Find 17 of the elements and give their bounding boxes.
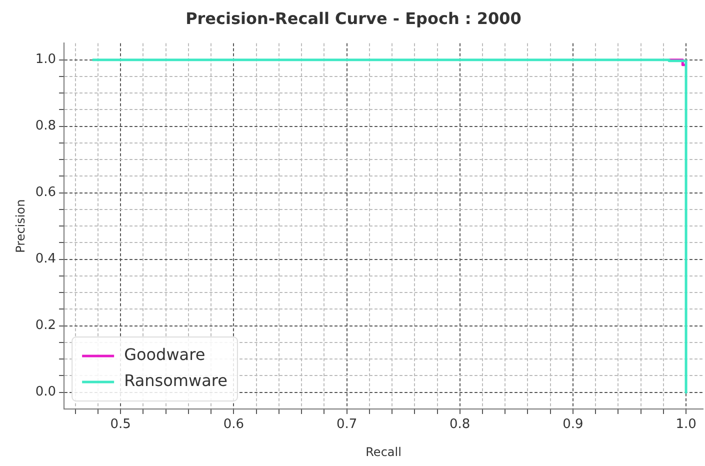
legend-label: Ransomware (124, 371, 228, 390)
x-tick-label: 0.6 (223, 417, 244, 432)
y-tick-label: 0.2 (35, 318, 56, 334)
y-tick-label: 0.8 (35, 118, 56, 134)
x-tick-label: 0.7 (336, 417, 358, 432)
x-tick-label: 0.8 (450, 417, 470, 432)
x-tick-label: 1.0 (676, 417, 696, 432)
y-axis-title: Precision (13, 199, 28, 253)
x-tick-label: 0.9 (562, 417, 584, 432)
y-tick-label: 0.4 (35, 252, 56, 267)
y-tick-label: 1.0 (35, 52, 56, 68)
x-tick-label: 0.5 (110, 417, 131, 432)
legend-label: Goodware (124, 345, 206, 364)
chart-title: Precision-Recall Curve - Epoch : 2000 (186, 8, 522, 28)
y-tick-label: 0.0 (35, 384, 56, 400)
y-tick-label: 0.6 (35, 185, 56, 200)
x-axis-title: Recall (366, 444, 402, 459)
